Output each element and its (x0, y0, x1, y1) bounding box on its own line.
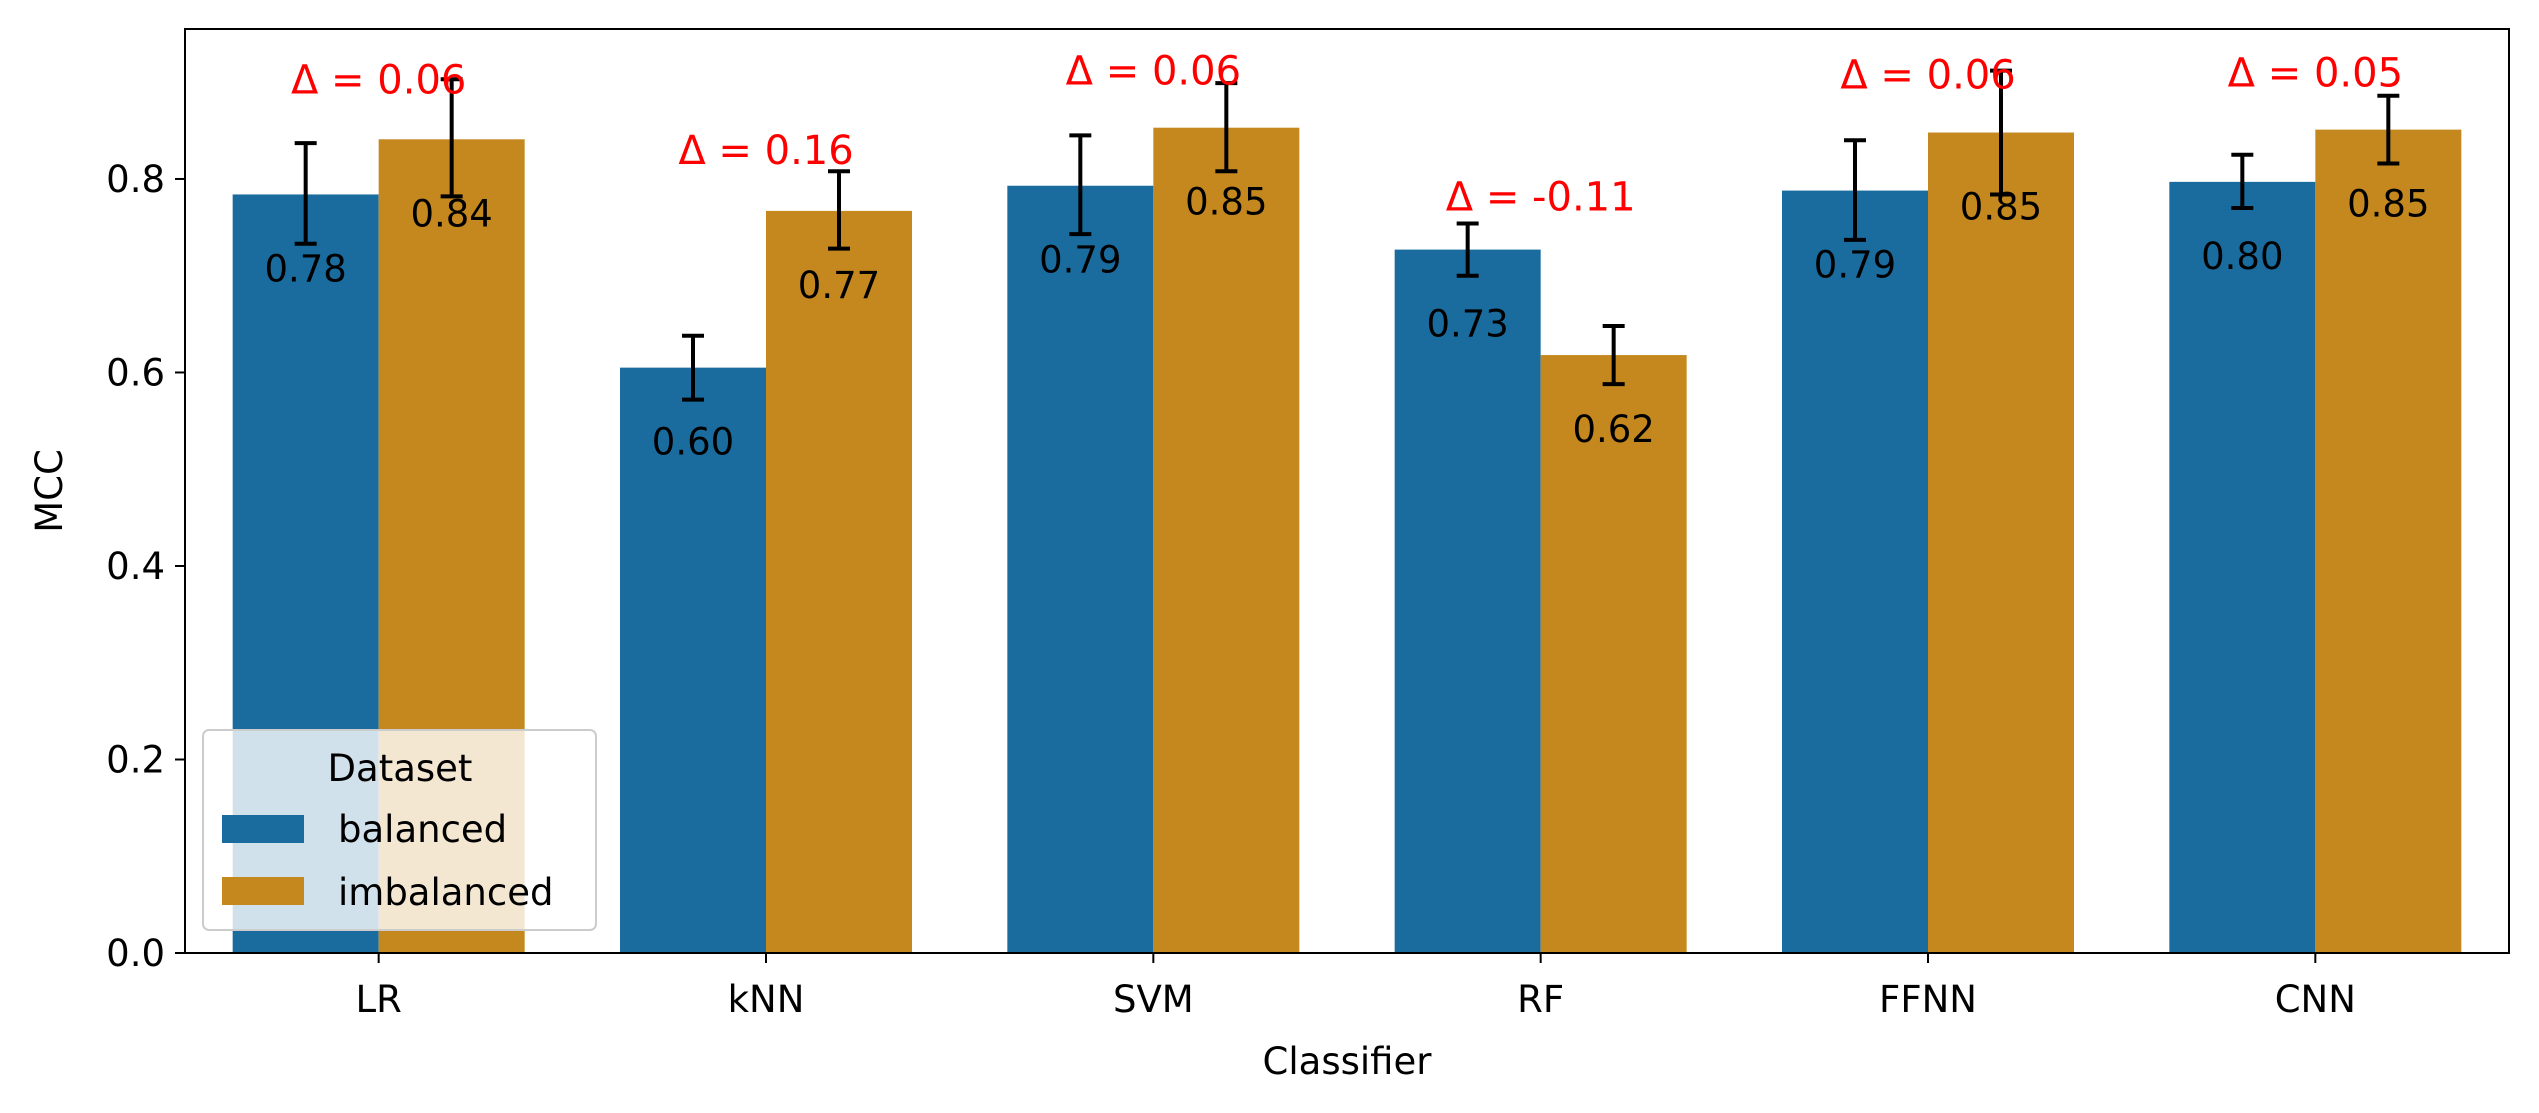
delta-annotation-RF: Δ = -0.11 (1446, 174, 1636, 220)
bar-imbalanced-SVM (1153, 127, 1300, 953)
x-tick-label-RF: RF (1517, 978, 1564, 1021)
y-tick-label: 0.8 (106, 158, 165, 201)
bar-value-label-imbalanced-LR: 0.84 (410, 192, 492, 235)
bar-value-label-balanced-CNN: 0.80 (2201, 235, 2283, 278)
y-tick-label: 0.4 (106, 545, 165, 588)
bar-balanced-RF (1394, 249, 1541, 954)
bars-layer (232, 127, 2462, 954)
legend-label-balanced: balanced (338, 808, 507, 851)
errorbar-imbalanced-SVM (1215, 81, 1238, 174)
x-tick-label-kNN: kNN (728, 978, 805, 1021)
bar-value-label-balanced-LR: 0.78 (264, 247, 346, 290)
bar-balanced-FFNN (1782, 190, 1928, 954)
errorbar-imbalanced-LR (440, 77, 463, 199)
bar-balanced-kNN (620, 367, 766, 953)
bar-value-label-balanced-RF: 0.73 (1426, 303, 1508, 346)
bar-value-label-balanced-SVM: 0.79 (1039, 239, 1121, 282)
y-tick-label: 0.0 (106, 932, 165, 975)
delta-annotations-layer: Δ = 0.06 Δ = 0.16 Δ = 0.06 Δ = -0.11 Δ = 0.0… (291, 49, 2403, 221)
x-tick-label-LR: LR (356, 978, 402, 1021)
errorbar-balanced-CNN (2231, 152, 2254, 210)
y-axis-title: MCC (28, 449, 71, 533)
y-axis: 0.0 0.2 0.4 0.6 0.8 (106, 158, 185, 975)
bar-imbalanced-kNN (766, 210, 912, 953)
errorbar-balanced-kNN (682, 333, 704, 402)
bar-imbalanced-RF (1540, 355, 1687, 953)
bar-value-label-balanced-FFNN: 0.79 (1814, 244, 1896, 287)
bar-value-label-imbalanced-FFNN: 0.85 (1960, 186, 2042, 229)
errorbar-balanced-SVM (1069, 133, 1092, 237)
x-tick-label-FFNN: FFNN (1879, 978, 1977, 1021)
x-tick-label-SVM: SVM (1113, 978, 1194, 1021)
bar-balanced-CNN (2169, 181, 2316, 953)
delta-annotation-FFNN: Δ = 0.06 (1840, 52, 2015, 98)
legend-label-imbalanced: imbalanced (338, 871, 553, 914)
x-axis-title: Classifier (1263, 1040, 1433, 1083)
plot-frame (184, 28, 2510, 954)
bar-imbalanced-FFNN (1928, 132, 2074, 953)
y-tick-label: 0.2 (106, 738, 165, 781)
errorbar-imbalanced-CNN (2377, 93, 2400, 166)
errorbar-balanced-RF (1456, 221, 1479, 278)
legend: Dataset balanced imbalanced (202, 729, 597, 931)
delta-annotation-kNN: Δ = 0.16 (678, 128, 853, 174)
bar-value-label-imbalanced-SVM: 0.85 (1185, 181, 1267, 224)
bar-labels-layer: 0.78 0.60 0.79 0.73 0.79 0.80 0.84 0.77 0.85 0.62… (264, 181, 2429, 464)
bar-value-label-balanced-kNN: 0.60 (652, 421, 734, 464)
bar-imbalanced-CNN (2315, 129, 2462, 953)
errorbar-balanced-FFNN (1844, 138, 1866, 242)
bar-value-label-imbalanced-CNN: 0.85 (2347, 183, 2429, 226)
delta-annotation-CNN: Δ = 0.05 (2228, 51, 2403, 97)
x-tick-label-CNN: CNN (2275, 978, 2356, 1021)
errorbar-imbalanced-RF (1602, 324, 1625, 387)
errorbar-balanced-LR (294, 141, 317, 246)
bar-value-label-imbalanced-RF: 0.62 (1572, 408, 1654, 451)
legend-swatch-imbalanced (222, 877, 304, 905)
legend-swatch-balanced (222, 815, 304, 843)
legend-title: Dataset (328, 747, 473, 790)
y-tick-label: 0.6 (106, 351, 165, 394)
delta-annotation-SVM: Δ = 0.06 (1066, 49, 1241, 95)
bar-balanced-SVM (1007, 185, 1154, 954)
x-axis: LR kNN SVM RF FFNN CNN (356, 953, 2356, 1021)
bar-value-label-imbalanced-kNN: 0.77 (798, 264, 880, 307)
errorbar-imbalanced-FFNN (1990, 68, 2012, 197)
errorbar-imbalanced-kNN (828, 169, 850, 251)
errorbars-layer (294, 68, 2400, 402)
delta-annotation-LR: Δ = 0.06 (291, 57, 466, 103)
